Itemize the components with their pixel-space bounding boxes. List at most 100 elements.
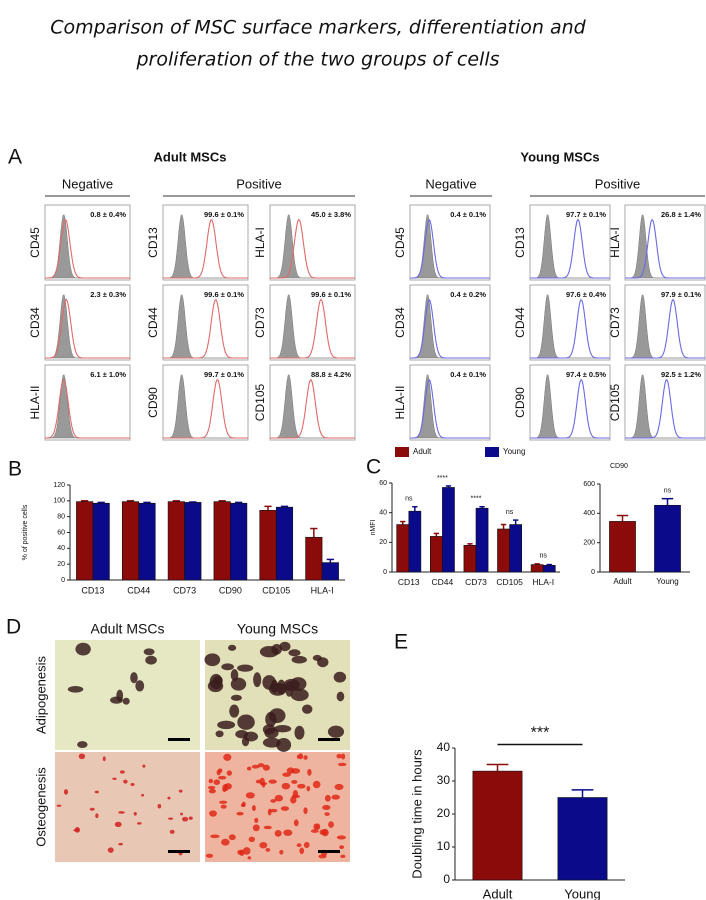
legend-swatch xyxy=(485,447,499,457)
stain-spot xyxy=(315,823,321,830)
micrograph xyxy=(55,640,200,750)
stain-spot xyxy=(341,753,346,760)
stain-spot xyxy=(262,764,270,771)
y-tick-label: 60 xyxy=(379,480,387,487)
stain-spot xyxy=(293,819,299,827)
x-tick-label: CD44 xyxy=(432,577,454,587)
stain-spot xyxy=(259,841,268,849)
stain-spot xyxy=(74,827,80,833)
stain-spot xyxy=(273,725,292,733)
stain-spot xyxy=(279,849,284,855)
positive-percentage: 97.9 ± 0.1% xyxy=(661,290,701,299)
bar xyxy=(138,502,156,581)
y-tick-label: 200 xyxy=(583,540,595,547)
stain-spot xyxy=(247,856,252,860)
y-axis-label: nMFI xyxy=(370,519,377,535)
stain-spot xyxy=(243,731,259,742)
stain-spot xyxy=(130,782,135,786)
bar xyxy=(305,536,323,581)
stain-spot xyxy=(207,785,216,790)
stain-spot xyxy=(75,642,91,656)
stain-spot xyxy=(319,829,328,836)
x-tick-label: Young xyxy=(564,886,600,900)
y-tick-label: 30 xyxy=(437,773,451,787)
scale-bar xyxy=(318,738,340,741)
stain-spot xyxy=(130,672,138,684)
y-tick-label: 60 xyxy=(57,529,65,536)
row-label: Osteogenesis xyxy=(33,767,48,847)
stain-spot xyxy=(94,790,99,794)
stain-spot xyxy=(340,854,346,858)
positive-percentage: 88.8 ± 4.2% xyxy=(311,370,351,379)
stain-spot xyxy=(294,725,305,740)
stain-spot xyxy=(317,657,329,668)
x-tick-label: CD13 xyxy=(398,577,420,587)
marker-label: CD73 xyxy=(253,307,267,338)
scale-bar xyxy=(318,850,340,853)
group-header: Negative xyxy=(425,176,476,191)
stain-spot xyxy=(221,838,230,846)
x-tick-label: Young xyxy=(656,577,678,586)
micrograph xyxy=(55,752,200,862)
stain-spot xyxy=(248,836,255,843)
stain-spot xyxy=(268,682,287,696)
marker-histogram xyxy=(270,298,355,359)
stain-spot xyxy=(78,753,86,760)
stain-spot xyxy=(303,755,308,760)
legend-label: Young xyxy=(503,447,525,456)
bar xyxy=(497,528,510,573)
stain-spot xyxy=(210,834,220,839)
y-tick-label: 100 xyxy=(53,498,65,505)
y-tick-label: 0 xyxy=(443,872,450,886)
group-header: Positive xyxy=(236,176,282,191)
bar xyxy=(463,544,477,573)
x-tick-label: CD44 xyxy=(127,585,150,595)
stain-spot xyxy=(290,796,297,804)
y-tick-label: 400 xyxy=(583,510,595,517)
panel-label: B xyxy=(8,458,22,481)
stain-spot xyxy=(327,725,345,738)
stain-spot xyxy=(336,691,345,702)
stain-spot xyxy=(299,847,305,855)
stain-spot xyxy=(336,835,346,840)
stain-spot xyxy=(168,817,174,820)
stain-spot xyxy=(282,772,291,777)
stain-spot xyxy=(95,813,99,819)
stain-spot xyxy=(307,768,312,776)
bar xyxy=(530,564,544,573)
positive-percentage: 97.4 ± 0.5% xyxy=(566,370,606,379)
bar xyxy=(509,524,522,573)
stain-spot xyxy=(118,842,123,846)
scale-bar xyxy=(168,850,190,853)
stain-spot xyxy=(291,768,301,774)
stain-spot xyxy=(67,686,84,693)
stain-spot xyxy=(337,762,347,767)
marker-label: CD90 xyxy=(513,387,527,418)
stain-spot xyxy=(333,671,347,683)
stain-spot xyxy=(228,834,236,841)
stain-spot xyxy=(204,653,221,667)
stain-spot xyxy=(259,782,268,786)
stain-spot xyxy=(324,812,330,816)
y-tick-label: 600 xyxy=(583,481,595,488)
y-tick-label: 80 xyxy=(57,514,65,521)
significance-label: *** xyxy=(531,725,550,742)
stain-spot xyxy=(276,737,292,752)
stain-spot xyxy=(291,655,307,664)
stain-spot xyxy=(297,783,306,789)
marker-label: CD44 xyxy=(513,307,527,338)
stain-spot xyxy=(328,821,334,828)
marker-histogram xyxy=(625,298,705,359)
stain-spot xyxy=(169,829,175,834)
x-tick-label: Adult xyxy=(483,886,513,900)
stain-spot xyxy=(296,843,302,847)
marker-label: CD105 xyxy=(608,384,622,422)
stain-spot xyxy=(142,764,146,768)
y-tick-label: 40 xyxy=(379,510,387,517)
marker-histogram xyxy=(410,218,490,279)
stain-spot xyxy=(224,783,232,790)
stain-spot xyxy=(254,817,259,823)
marker-label: CD45 xyxy=(28,227,42,258)
bar xyxy=(230,502,248,581)
